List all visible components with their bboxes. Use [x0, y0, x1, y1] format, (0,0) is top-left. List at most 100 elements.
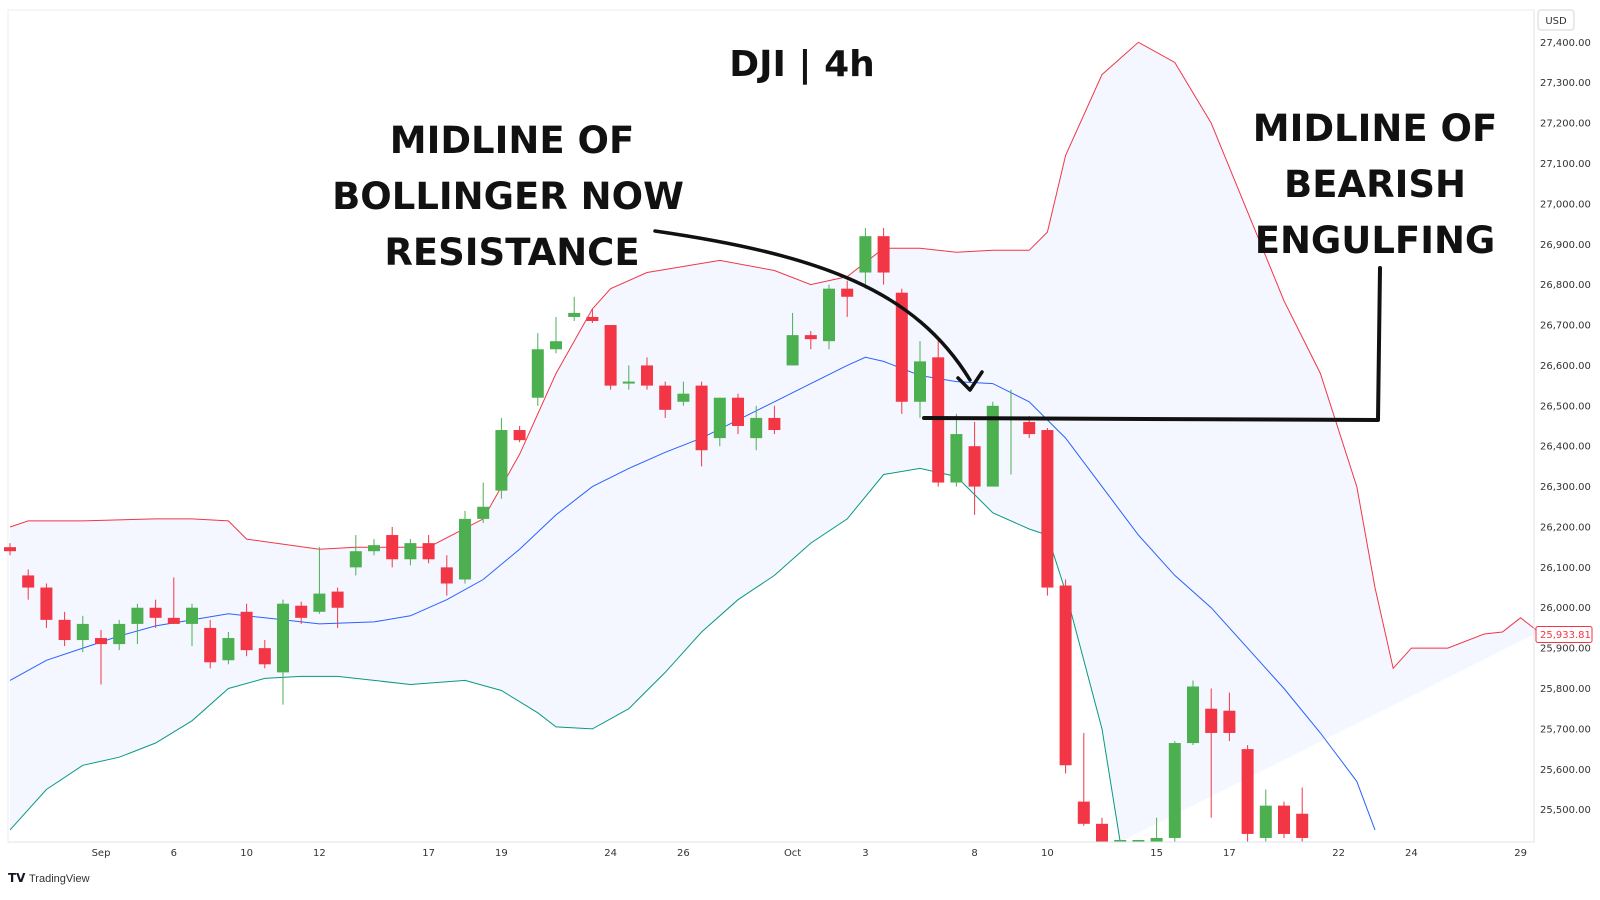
- candle-body: [713, 397, 726, 439]
- candle: [204, 619, 217, 669]
- candle-body: [823, 288, 835, 342]
- tradingview-brand-text: TradingView: [29, 873, 90, 885]
- candle-body: [167, 617, 180, 624]
- candle-body: [204, 627, 217, 663]
- candle-body: [368, 545, 380, 552]
- candle: [1096, 817, 1108, 842]
- candle-body: [750, 417, 763, 439]
- candle: [677, 381, 690, 406]
- resistance-arrow-head: [956, 370, 984, 392]
- candle-body: [422, 543, 435, 560]
- candles: [4, 228, 1309, 842]
- candle: [495, 417, 508, 499]
- price-tick-label: 27,000.00: [1540, 199, 1591, 210]
- candle-body: [1168, 743, 1181, 838]
- annotation-left-line-3: RESISTANCE: [384, 231, 639, 274]
- candle-body: [1187, 686, 1199, 744]
- candle: [1041, 428, 1054, 596]
- candle: [349, 535, 362, 576]
- candle: [22, 569, 35, 600]
- candle-body: [295, 605, 308, 618]
- candle: [258, 640, 271, 669]
- price-tick-label: 26,200.00: [1540, 522, 1591, 533]
- annotation-left-line-1: MIDLINE OF: [390, 119, 635, 162]
- candle-body: [859, 236, 872, 273]
- time-tick-label: 29: [1514, 848, 1527, 859]
- candle: [1168, 741, 1181, 842]
- candle-body: [331, 591, 344, 608]
- time-axis: Sep 6 10 12 17 19 24 26 Oct 3 8 10 15 17 22 24 29: [8, 841, 1534, 859]
- candle-body: [277, 603, 289, 673]
- candle: [804, 331, 817, 350]
- price-tick-label: 26,000.00: [1540, 603, 1591, 614]
- price-tick-label: 26,700.00: [1540, 321, 1591, 332]
- candle-body: [659, 385, 672, 410]
- candle: [695, 381, 708, 467]
- candle: [149, 599, 162, 628]
- candle: [1296, 787, 1309, 842]
- candle-body: [604, 325, 617, 386]
- candle: [914, 341, 926, 418]
- candle: [659, 381, 672, 418]
- candle-body: [1114, 840, 1127, 842]
- time-tick-label: 17: [1223, 848, 1236, 859]
- candle: [459, 510, 471, 584]
- candle: [586, 308, 599, 324]
- price-tick-label: 26,900.00: [1540, 240, 1591, 251]
- bollinger-band-fill: [10, 42, 1539, 843]
- candle-body: [513, 430, 526, 441]
- price-axis: 27,400.00 27,300.00 27,200.00 27,100.00 27,0…: [1533, 9, 1593, 842]
- price-tick-label: 25,800.00: [1540, 684, 1591, 695]
- time-tick-label: 26: [677, 848, 690, 859]
- annotation-right-line-1: MIDLINE OF: [1253, 107, 1498, 150]
- candle-body: [950, 434, 963, 483]
- candle-body: [1278, 805, 1290, 834]
- resistance-arrow: [653, 229, 972, 382]
- price-tick-label: 26,600.00: [1540, 361, 1591, 372]
- candle: [313, 547, 326, 614]
- time-tick-label: 24: [604, 848, 617, 859]
- candle-body: [968, 446, 981, 487]
- time-axis-ticks: Sep 6 10 12 17 19 24 26 Oct 3 8 10 15 17 22 24 29: [92, 848, 1527, 859]
- tradingview-logo-icon: TV: [8, 871, 26, 885]
- candle-body: [258, 648, 271, 665]
- price-tick-label: 27,100.00: [1540, 159, 1591, 170]
- price-tick-label: 27,300.00: [1540, 78, 1591, 89]
- candle: [859, 228, 872, 289]
- candle-body: [914, 361, 926, 402]
- candle: [968, 421, 981, 515]
- price-tick-label: 26,500.00: [1540, 401, 1591, 412]
- candle-body: [568, 312, 581, 317]
- candle: [768, 405, 781, 435]
- candle-body: [404, 543, 417, 560]
- candle: [786, 312, 799, 366]
- chart-title: DJI | 4h: [729, 44, 875, 85]
- candle-body: [550, 341, 562, 350]
- candle: [568, 296, 581, 321]
- candle: [1150, 817, 1163, 842]
- candle: [422, 535, 435, 564]
- candle: [1223, 692, 1236, 742]
- candle-body: [695, 385, 708, 451]
- price-axis-ticks: 27,400.00 27,300.00 27,200.00 27,100.00 27,0…: [1540, 38, 1591, 816]
- candle-body: [804, 335, 817, 340]
- annotation-left-line-2: BOLLINGER NOW: [332, 175, 684, 218]
- candle-body: [40, 587, 53, 620]
- time-tick-label: 8: [971, 848, 977, 859]
- candle: [550, 316, 562, 354]
- time-tick-label: 19: [495, 848, 508, 859]
- price-tick-label: 26,400.00: [1540, 442, 1591, 453]
- candle: [986, 401, 999, 487]
- candle-body: [1041, 430, 1054, 588]
- price-tick-label: 26,300.00: [1540, 482, 1591, 493]
- candle-body: [768, 417, 781, 431]
- candle-body: [459, 518, 471, 580]
- candle-body: [1241, 749, 1254, 834]
- bollinger-lower-line: [9, 467, 1121, 843]
- candle: [40, 583, 53, 628]
- candle-body: [622, 381, 635, 384]
- candle-body: [1077, 801, 1090, 824]
- candle-body: [386, 535, 399, 560]
- annotation-right-line-3: ENGULFING: [1255, 219, 1496, 262]
- time-tick-label: Oct: [784, 848, 801, 859]
